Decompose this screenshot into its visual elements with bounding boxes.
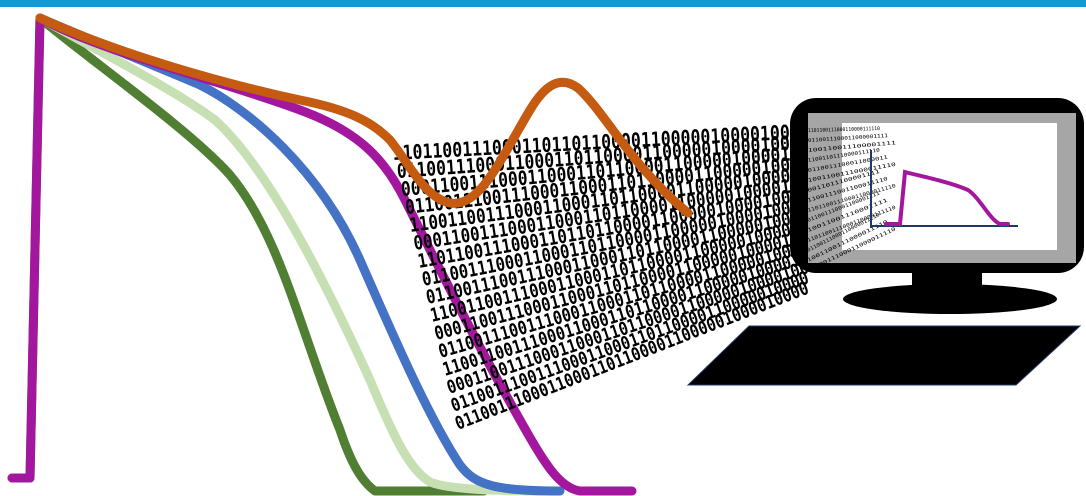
dark-green-trace — [7, 13, 489, 496]
computer: 1101100111000110000111110011001110001100… — [686, 98, 1084, 386]
monitor-stand-base — [843, 284, 1057, 314]
orange-trace — [35, 13, 693, 218]
monitor-panel — [842, 123, 1057, 250]
top-accent-rule — [0, 0, 1086, 7]
screen-binary-row: 1101100111000110000111110 — [808, 126, 880, 134]
binary-stream: 1101100111000110110110000110000010000100… — [392, 119, 812, 435]
mini-action-potential-trace — [884, 169, 1010, 226]
light-green-trace — [35, 13, 565, 496]
action-potential-traces — [7, 13, 637, 496]
screen-binary-row: 0110011100011000001111 — [808, 133, 888, 144]
keyboard — [686, 325, 1082, 386]
mini-chart — [870, 150, 1018, 228]
